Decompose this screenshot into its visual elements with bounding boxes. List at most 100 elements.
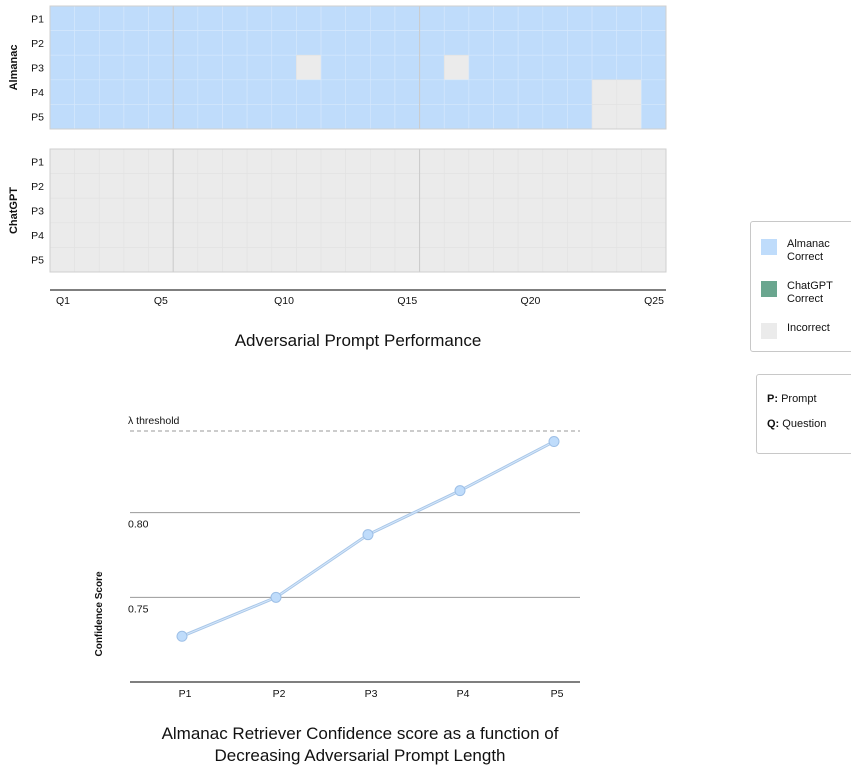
heatmap-cell (296, 222, 322, 248)
legend-swatch-chatgpt-correct (761, 281, 777, 297)
heatmap-cell (98, 197, 125, 224)
heatmap-cell (296, 247, 322, 273)
heatmap-cell (567, 104, 593, 130)
heatmap-cell (567, 30, 593, 56)
line-x-tick-label: P3 (365, 688, 378, 700)
heatmap-cell (370, 247, 396, 273)
heatmap-cell (320, 79, 346, 105)
heatmap-cell (271, 54, 297, 81)
heatmap-cell (591, 148, 618, 174)
heatmap-cell (246, 54, 273, 81)
heatmap-cell (345, 197, 371, 224)
heatmap-cell (98, 54, 125, 81)
heatmap-cell (296, 54, 322, 81)
legend-swatch-almanac-correct (761, 239, 777, 255)
heatmap-cell (98, 79, 125, 105)
key-meaning-prompt: Prompt (781, 393, 817, 405)
heatmap-cell (320, 104, 346, 130)
heatmap-cell (197, 5, 223, 31)
heatmap-x-tick-label: Q25 (644, 295, 664, 307)
heatmap-cell (370, 54, 396, 81)
heatmap-cell (345, 148, 371, 174)
heatmap-cell (468, 173, 494, 199)
heatmap-cell (616, 5, 642, 31)
confidence-point (362, 529, 374, 541)
heatmap-cell (591, 54, 618, 81)
heatmap-cell (419, 79, 445, 105)
heatmap-cell (246, 197, 273, 224)
heatmap-cell (419, 54, 445, 81)
heatmap-cell (345, 30, 371, 56)
heatmap-row-label: P4 (31, 230, 44, 242)
heatmap-cell (123, 173, 149, 199)
heatmap-cell (616, 148, 642, 174)
heatmap-cell (641, 54, 667, 81)
heatmap-cell (246, 222, 273, 248)
heatmap-cell (148, 222, 174, 248)
heatmap-cell (172, 173, 199, 199)
heatmap-cell (493, 197, 519, 224)
heatmap-cell (98, 222, 125, 248)
heatmap-cell (542, 148, 568, 174)
heatmap-cell (148, 247, 174, 273)
heatmap-cell (123, 54, 149, 81)
heatmap-cell (222, 79, 248, 105)
heatmap-cell (542, 30, 568, 56)
heatmap-cell (271, 197, 297, 224)
heatmap-cell (370, 148, 396, 174)
heatmap-cell (271, 247, 297, 273)
heatmap-cell (296, 79, 322, 105)
heatmap-cell (123, 247, 149, 273)
y-tick-label: 0.80 (128, 519, 149, 531)
heatmap-cell (468, 79, 494, 105)
heatmap-cell (49, 30, 75, 56)
heatmap-x-tick-label: Q5 (154, 295, 168, 307)
heatmap-row-label: P3 (31, 63, 44, 75)
heatmap-cell (320, 30, 346, 56)
heatmap-cell (320, 247, 346, 273)
heatmap-cell (197, 222, 223, 248)
confidence-line-chart: λ threshold 0.75 0.80 P1 P2 P3 P4 P5 Confidence … (94, 415, 580, 700)
heatmap-cell (98, 247, 125, 273)
heatmap-cell (591, 247, 618, 273)
heatmap-cell (641, 30, 667, 56)
threshold-label: λ threshold (128, 415, 180, 427)
heatmap-cell (246, 247, 273, 273)
heatmap-cell (123, 79, 149, 105)
heatmap-row-label: P5 (31, 112, 44, 124)
heatmap-cell (49, 5, 75, 31)
heatmap-cell (567, 5, 593, 31)
heatmap-cell (616, 30, 642, 56)
key-term-prompt: P: (767, 393, 778, 405)
heatmap-cell (320, 222, 346, 248)
heatmap-cell (296, 104, 322, 130)
heatmap-cell (197, 197, 223, 224)
heatmap-cell (148, 148, 174, 174)
heatmap-cell (443, 222, 470, 248)
heatmap-cell (641, 148, 667, 174)
confidence-point (270, 591, 282, 603)
heatmap-cell (74, 104, 100, 130)
heatmap-cell (641, 5, 667, 31)
heatmap-cell (443, 30, 470, 56)
heatmap-cell (345, 173, 371, 199)
heatmap-cell (246, 30, 273, 56)
heatmap-cell (345, 79, 371, 105)
heatmap-cell (271, 5, 297, 31)
heatmap-cell (517, 79, 544, 105)
heatmap-cell (443, 79, 470, 105)
heatmap-cell (419, 30, 445, 56)
heatmap-cell (616, 173, 642, 199)
heatmap-x-tick-label: Q15 (397, 295, 417, 307)
heatmap-cell (493, 54, 519, 81)
key-item-prompt: P: Prompt (767, 393, 817, 405)
heatmap-cell (172, 79, 199, 105)
heatmap-cell (468, 247, 494, 273)
heatmap-cell (616, 79, 642, 105)
line-chart-title: Almanac Retriever Confidence score as a … (161, 724, 559, 765)
heatmap-cell (370, 222, 396, 248)
heatmap-cell (148, 104, 174, 130)
heatmap-cell (443, 173, 470, 199)
heatmap-cell (443, 5, 470, 31)
heatmap-cell (394, 54, 420, 81)
